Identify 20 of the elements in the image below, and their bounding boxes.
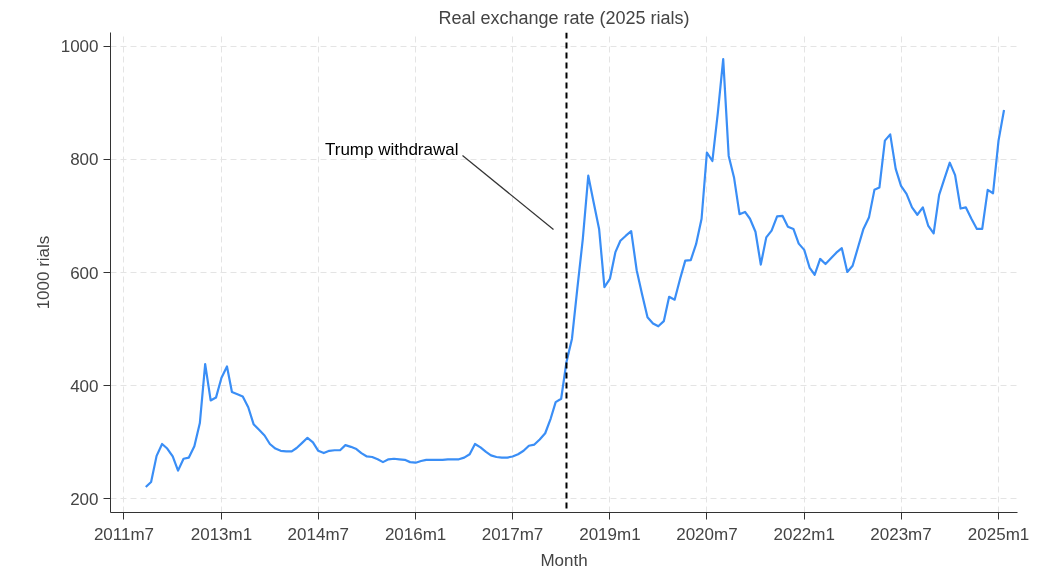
x-tick-label: 2022m1 (773, 524, 835, 544)
x-tick-label: 2013m1 (190, 524, 253, 544)
y-tick-label: 800 (70, 150, 99, 170)
x-tick-label: 2017m7 (481, 524, 544, 544)
chart-title: Real exchange rate (2025 rials) (438, 7, 690, 28)
x-tick-label: 2019m1 (579, 524, 641, 544)
x-tick-label: 2016m1 (384, 524, 447, 544)
x-tick-label: 2023m7 (870, 524, 932, 544)
ref-line-label: Trump withdrawal (324, 140, 459, 159)
x-tick-label: 2014m7 (287, 524, 349, 544)
y-tick-label: 600 (70, 263, 99, 283)
x-tick-label: 2011m7 (93, 524, 155, 544)
x-tick-label: 2025m1 (967, 524, 1030, 544)
x-tick-label: 2020m7 (676, 524, 738, 544)
y-tick-label: 200 (70, 489, 99, 509)
y-tick-label: 400 (70, 376, 99, 396)
y-tick-label: 1000 (60, 37, 99, 57)
x-axis-title: Month (540, 550, 588, 570)
y-axis-title: 1000 rials (33, 235, 53, 310)
line-series (144, 58, 1006, 489)
